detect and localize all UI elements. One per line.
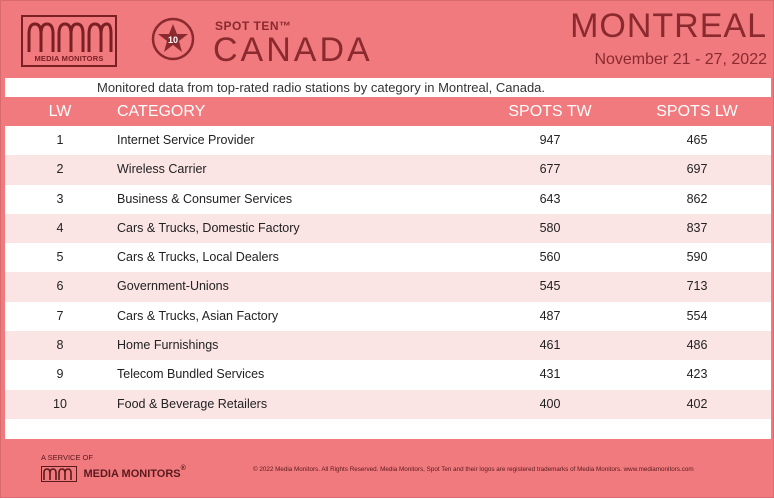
footer: A SERVICE OF MEDIA MONITORS® © 2022 Medi… <box>1 439 774 499</box>
media-monitors-logo: MEDIA MONITORS <box>21 15 117 67</box>
row-spots-tw: 560 <box>539 250 561 265</box>
table-row: 4 Cars & Trucks, Domestic Factory 580 83… <box>5 213 771 244</box>
row-lw: 2 <box>56 162 64 177</box>
city-title: MONTREAL <box>570 7 767 45</box>
badge-number: 10 <box>168 35 178 45</box>
row-category: Government-Unions <box>117 279 229 294</box>
row-spots-tw: 545 <box>539 279 561 294</box>
footer-logo-text: MEDIA MONITORS <box>83 467 181 480</box>
row-spots-tw: 947 <box>539 133 561 147</box>
row-spots-lw: 713 <box>686 279 708 294</box>
row-lw: 1 <box>56 133 64 147</box>
service-label: A SERVICE OF <box>41 453 93 462</box>
row-lw: 8 <box>56 338 64 353</box>
table-row: 3 Business & Consumer Services 643 862 <box>5 185 771 214</box>
registered-mark: ® <box>180 465 186 472</box>
row-spots-lw: 862 <box>686 191 708 206</box>
header-spots-lw: SPOTS LW <box>656 103 738 120</box>
row-lw: 9 <box>56 367 64 382</box>
subtitle: Monitored data from top-rated radio stat… <box>97 80 546 95</box>
row-spots-tw: 431 <box>539 367 561 382</box>
row-category: Cars & Trucks, Domestic Factory <box>117 220 300 235</box>
header-spots-tw: SPOTS TW <box>508 103 592 120</box>
media-monitors-wave-icon <box>27 22 113 52</box>
row-lw: 10 <box>53 396 67 411</box>
media-monitors-wave-icon <box>41 465 77 482</box>
row-spots-tw: 677 <box>539 162 561 177</box>
row-spots-lw: 486 <box>686 338 708 353</box>
row-lw: 6 <box>56 279 64 294</box>
row-category: Telecom Bundled Services <box>117 367 265 382</box>
row-category: Cars & Trucks, Asian Factory <box>117 308 279 323</box>
footer-logo: MEDIA MONITORS® <box>41 465 186 483</box>
row-category: Home Furnishings <box>117 338 219 353</box>
header-lw: LW <box>48 103 72 120</box>
spot-ten-label: SPOT TEN™ <box>215 19 292 33</box>
copyright-text: © 2022 Media Monitors. All Rights Reserv… <box>253 466 694 473</box>
row-spots-lw: 697 <box>686 162 708 177</box>
row-lw: 7 <box>56 308 64 323</box>
table-row: 7 Cars & Trucks, Asian Factory 487 554 <box>5 302 771 331</box>
row-spots-tw: 580 <box>539 220 561 235</box>
table-row: 10 Food & Beverage Retailers 400 402 <box>5 389 771 419</box>
row-spots-lw: 423 <box>686 367 708 382</box>
date-range: November 21 - 27, 2022 <box>594 51 767 68</box>
table-row: 8 Home Furnishings 461 486 <box>5 331 771 361</box>
row-spots-lw: 402 <box>686 396 708 411</box>
row-spots-tw: 643 <box>539 191 561 206</box>
row-lw: 4 <box>56 220 64 235</box>
header: MEDIA MONITORS 10 SPOT TEN™ CANADA MONTR… <box>1 1 774 77</box>
row-category: Business & Consumer Services <box>117 191 293 206</box>
table-row: 5 Cars & Trucks, Local Dealers 560 590 <box>5 243 771 272</box>
table-row: 2 Wireless Carrier 677 697 <box>5 155 771 185</box>
row-lw: 3 <box>56 191 64 206</box>
table-row: 6 Government-Unions 545 713 <box>5 272 771 302</box>
row-category: Internet Service Provider <box>117 133 255 147</box>
row-spots-tw: 400 <box>539 396 561 411</box>
data-table: Monitored data from top-rated radio stat… <box>5 78 771 439</box>
row-lw: 5 <box>56 250 64 265</box>
row-spots-lw: 465 <box>686 133 708 147</box>
logo-text: MEDIA MONITORS <box>34 54 104 63</box>
row-spots-lw: 590 <box>686 250 708 265</box>
row-category: Food & Beverage Retailers <box>117 396 268 411</box>
row-spots-lw: 837 <box>686 220 708 235</box>
header-category: CATEGORY <box>117 103 206 120</box>
table-row: 1 Internet Service Provider 947 465 <box>5 126 771 155</box>
row-spots-lw: 554 <box>686 308 708 323</box>
table-header: LW CATEGORY SPOTS TW SPOTS LW <box>5 97 771 126</box>
row-spots-tw: 487 <box>539 308 561 323</box>
row-category: Cars & Trucks, Local Dealers <box>117 250 279 265</box>
country-title: CANADA <box>213 31 373 69</box>
row-spots-tw: 461 <box>539 338 561 353</box>
star-badge-icon: 10 <box>151 17 195 61</box>
table-row: 9 Telecom Bundled Services 431 423 <box>5 360 771 389</box>
row-category: Wireless Carrier <box>117 162 207 177</box>
